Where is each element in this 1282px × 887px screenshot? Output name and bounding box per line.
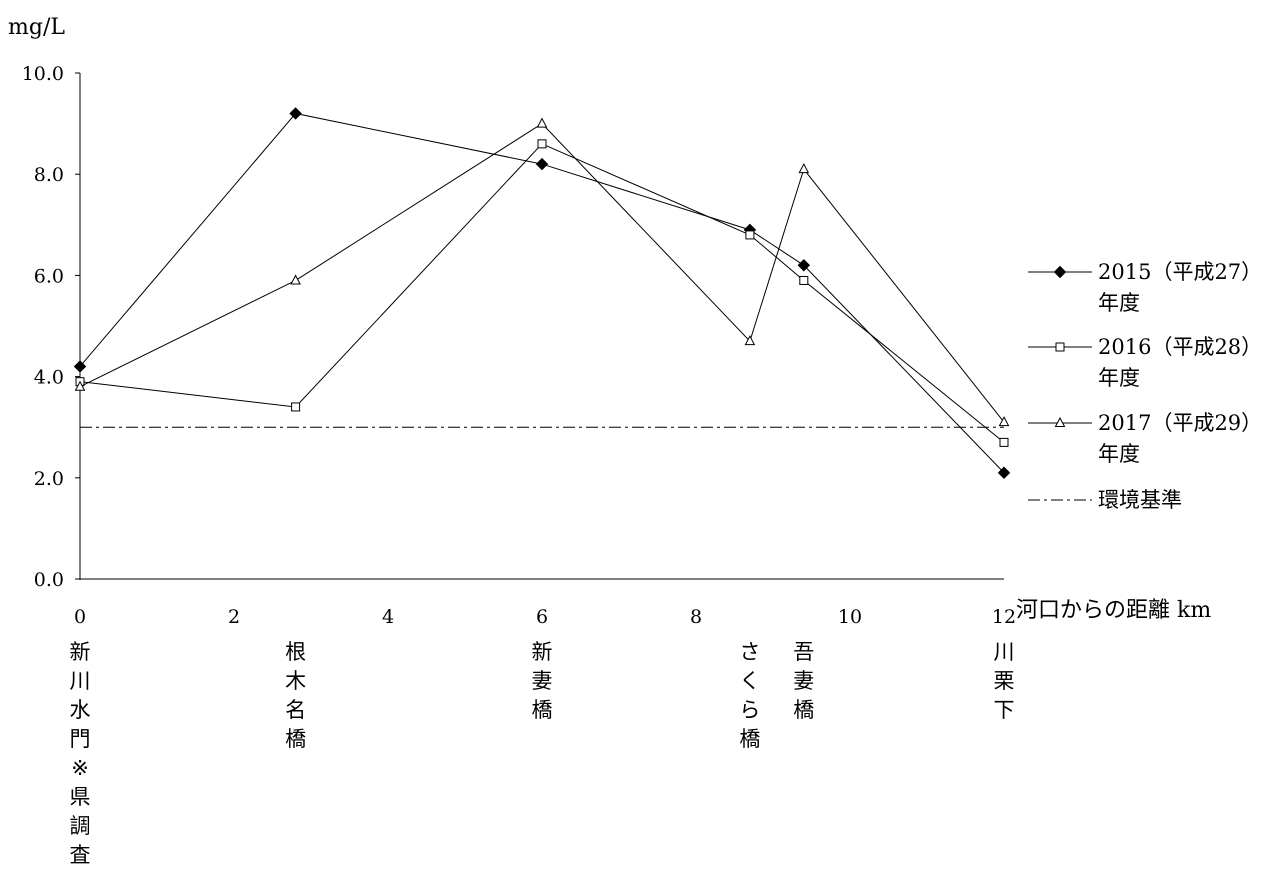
y-tick-label: 8.0 (34, 164, 64, 186)
site-label-char: 県 (70, 785, 91, 809)
legend-label: 年度 (1098, 442, 1140, 466)
x-tick-label: 4 (382, 606, 394, 628)
site-label-char: 川 (994, 640, 1015, 664)
site-label-char: 橋 (285, 727, 306, 751)
data-point (290, 274, 301, 285)
site-label-char: 調 (70, 814, 91, 838)
y-unit-label: mg/L (8, 15, 65, 40)
site-label-char: ら (739, 698, 760, 722)
data-point (289, 107, 302, 120)
legend-item: 2017（平成29） 年度 (1028, 411, 1262, 466)
legend-label: 年度 (1098, 291, 1140, 315)
site-label: 新妻橋 (532, 640, 553, 722)
legend-item: 2015（平成27） 年度 (1028, 260, 1262, 315)
y-tick-group: 0.0 2.0 4.0 6.0 8.0 10.0 (22, 63, 80, 591)
site-label: 根木名橋 (285, 640, 306, 751)
y-tick-label: 6.0 (34, 265, 64, 287)
data-point (744, 335, 756, 346)
series-1 (73, 107, 1011, 479)
data-point (535, 157, 549, 171)
series-line (79, 143, 1005, 443)
site-label-char: 門 (70, 727, 91, 751)
legend-label: 環境基準 (1098, 488, 1182, 512)
y-tick-label: 0.0 (34, 569, 64, 591)
legend-marker (1055, 342, 1065, 352)
data-point (997, 466, 1011, 479)
y-axis: 0.0 2.0 4.0 6.0 8.0 10.0 mg/L (8, 15, 81, 591)
series-2 (75, 139, 1009, 447)
site-label: さくら橋 (739, 640, 760, 751)
data-point (797, 259, 811, 272)
site-label-char: 名 (285, 698, 306, 722)
legend-marker (1053, 265, 1067, 279)
site-label-char: 根 (285, 640, 306, 664)
x-tick-label: 0 (74, 606, 86, 628)
site-label-char: 川 (70, 669, 91, 693)
site-label-char: 木 (285, 669, 306, 693)
y-tick-label: 4.0 (34, 367, 64, 389)
site-label: 新川水門 ※ 県調査 (70, 640, 91, 867)
site-label-char: 栗 (994, 669, 1015, 693)
data-point (73, 360, 87, 373)
legend-marker (1054, 416, 1066, 427)
x-axis-title: 河口からの距離 km (1016, 598, 1211, 623)
data-point (999, 437, 1009, 447)
data-point (537, 139, 547, 149)
site-label-char: 橋 (739, 727, 760, 751)
x-tick-label: 2 (228, 606, 240, 628)
site-label-char: 水 (70, 698, 91, 722)
site-label-char: 橋 (532, 698, 553, 722)
data-point (798, 163, 810, 174)
site-label-char: く (739, 669, 760, 693)
series-line (79, 122, 1005, 423)
x-axis: 0 2 4 6 8 10 12 河口からの距離 km (74, 578, 1211, 628)
site-label-char: 下 (994, 698, 1015, 722)
site-label-char: 橋 (793, 698, 814, 722)
y-tick-label: 2.0 (34, 468, 64, 490)
site-label-char: 妻 (793, 669, 814, 693)
series-line (79, 112, 1005, 474)
site-label: 川栗下 (994, 640, 1015, 722)
legend-label: 2015（平成27） (1098, 260, 1262, 284)
x-tick-label: 8 (690, 606, 702, 628)
data-point (745, 230, 755, 240)
y-tick-label: 10.0 (22, 63, 64, 85)
x-tick-group: 0 2 4 6 8 10 12 (74, 606, 1016, 628)
series-group (73, 107, 1011, 479)
site-label-char: さ (739, 640, 760, 664)
legend-item: 2016（平成28） 年度 (1028, 335, 1262, 390)
site-label-char: 新 (532, 640, 553, 664)
legend-label: 2016（平成28） (1098, 335, 1262, 359)
x-tick-label: 10 (838, 606, 862, 628)
data-point (799, 275, 809, 285)
site-label-char: 吾 (793, 640, 814, 664)
site-label-char: 査 (70, 843, 91, 867)
site-label-char: 新 (70, 640, 91, 664)
data-point (536, 117, 548, 128)
x-tick-label: 12 (992, 606, 1016, 628)
data-point (291, 402, 301, 412)
site-label: 吾妻橋 (793, 640, 814, 722)
legend-label: 年度 (1098, 366, 1140, 390)
site-label-char: ※ (71, 756, 89, 780)
x-tick-label: 6 (536, 606, 548, 628)
legend-item-reference: 環境基準 (1028, 488, 1182, 512)
data-point (998, 416, 1010, 427)
site-label-char: 妻 (532, 669, 553, 693)
series-3 (74, 117, 1010, 427)
legend-label: 2017（平成29） (1098, 411, 1262, 435)
data-point (74, 380, 86, 391)
